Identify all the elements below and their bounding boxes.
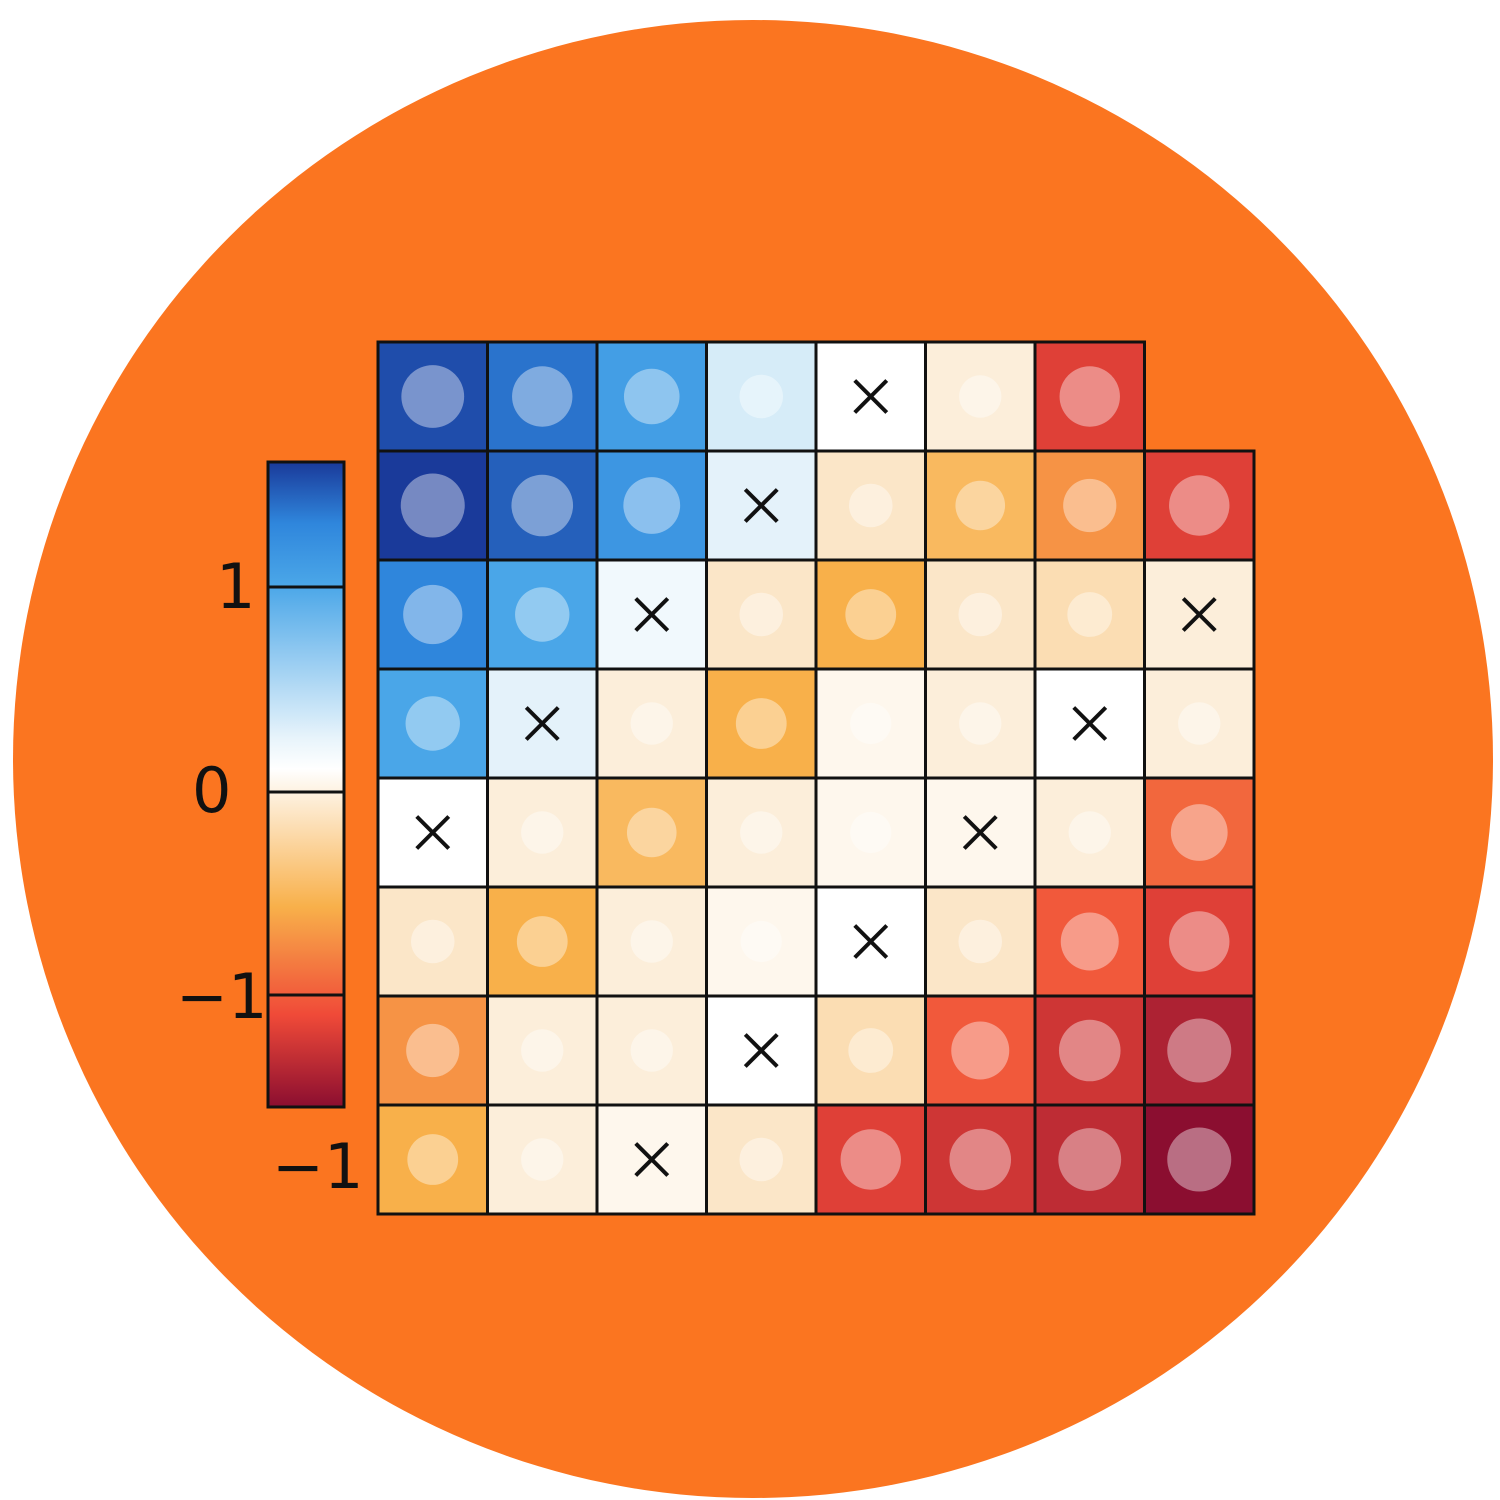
circle-marker xyxy=(740,811,783,854)
circle-marker xyxy=(735,698,787,749)
colorbar-tick-label: −1 xyxy=(272,1130,364,1203)
circle-marker xyxy=(630,920,673,963)
circle-marker xyxy=(739,374,784,419)
heatmap-cell xyxy=(814,994,927,1107)
circle-marker xyxy=(511,474,574,537)
circle-marker xyxy=(739,592,784,637)
circle-marker xyxy=(521,1029,564,1072)
circle-marker xyxy=(958,919,1003,964)
circle-marker xyxy=(1067,592,1113,637)
circle-marker xyxy=(848,1028,894,1073)
cross-marker xyxy=(853,924,889,959)
cross-marker xyxy=(743,488,779,523)
circle-marker xyxy=(845,589,897,640)
circle-marker xyxy=(521,1138,564,1181)
circle-marker xyxy=(840,1129,901,1190)
circle-marker xyxy=(955,480,1006,531)
cross-marker xyxy=(634,1142,670,1177)
circle-marker xyxy=(1068,811,1111,854)
circle-marker xyxy=(1167,1018,1232,1083)
circle-marker xyxy=(623,368,680,425)
cross-marker xyxy=(524,706,560,741)
cross-marker xyxy=(634,597,670,632)
circle-marker xyxy=(1059,366,1120,427)
circle-marker xyxy=(630,1029,673,1072)
circle-marker xyxy=(850,811,892,854)
circle-marker xyxy=(958,592,1003,637)
circle-marker xyxy=(848,483,893,528)
cross-marker xyxy=(1072,706,1108,741)
circle-marker xyxy=(630,702,673,745)
circle-marker xyxy=(951,1021,1010,1080)
circle-marker xyxy=(740,920,782,963)
circle-marker xyxy=(739,1137,784,1182)
circle-marker xyxy=(1060,912,1119,971)
colorbar xyxy=(266,460,346,1109)
circle-marker xyxy=(406,1023,460,1078)
circle-marker xyxy=(516,916,568,967)
cross-marker xyxy=(1181,597,1217,632)
circle-marker xyxy=(1169,475,1230,536)
circle-marker xyxy=(521,811,564,854)
circle-marker xyxy=(1178,702,1221,745)
circle-marker xyxy=(401,365,465,428)
cross-marker xyxy=(853,379,889,414)
heatmap-cell xyxy=(1143,994,1256,1107)
circle-marker xyxy=(400,473,465,538)
cross-marker xyxy=(415,815,451,850)
circle-marker xyxy=(626,807,677,858)
circle-marker xyxy=(1063,478,1117,533)
circle-marker xyxy=(1058,1128,1122,1191)
circle-marker xyxy=(959,375,1002,418)
cross-marker xyxy=(962,815,998,850)
circle-marker xyxy=(959,702,1002,745)
cross-marker xyxy=(743,1033,779,1068)
circle-marker xyxy=(623,477,681,534)
circle-marker xyxy=(407,1134,459,1185)
circle-marker xyxy=(512,366,573,427)
circle-marker xyxy=(1058,1019,1121,1082)
colorbar-tick-label: 1 xyxy=(216,550,256,623)
circle-marker xyxy=(1169,911,1230,972)
circle-marker xyxy=(515,587,570,642)
circle-marker xyxy=(949,1128,1012,1191)
colorbar-tick-label: −1 xyxy=(176,960,268,1033)
circle-marker xyxy=(405,696,460,751)
circle-marker xyxy=(850,702,892,745)
circle-marker xyxy=(410,919,455,964)
circle-marker xyxy=(1170,804,1228,861)
colorbar-tick-label: 0 xyxy=(192,754,232,827)
heatmap-cell xyxy=(1143,776,1256,889)
circle-marker xyxy=(403,584,463,645)
circle-marker xyxy=(1167,1127,1232,1192)
